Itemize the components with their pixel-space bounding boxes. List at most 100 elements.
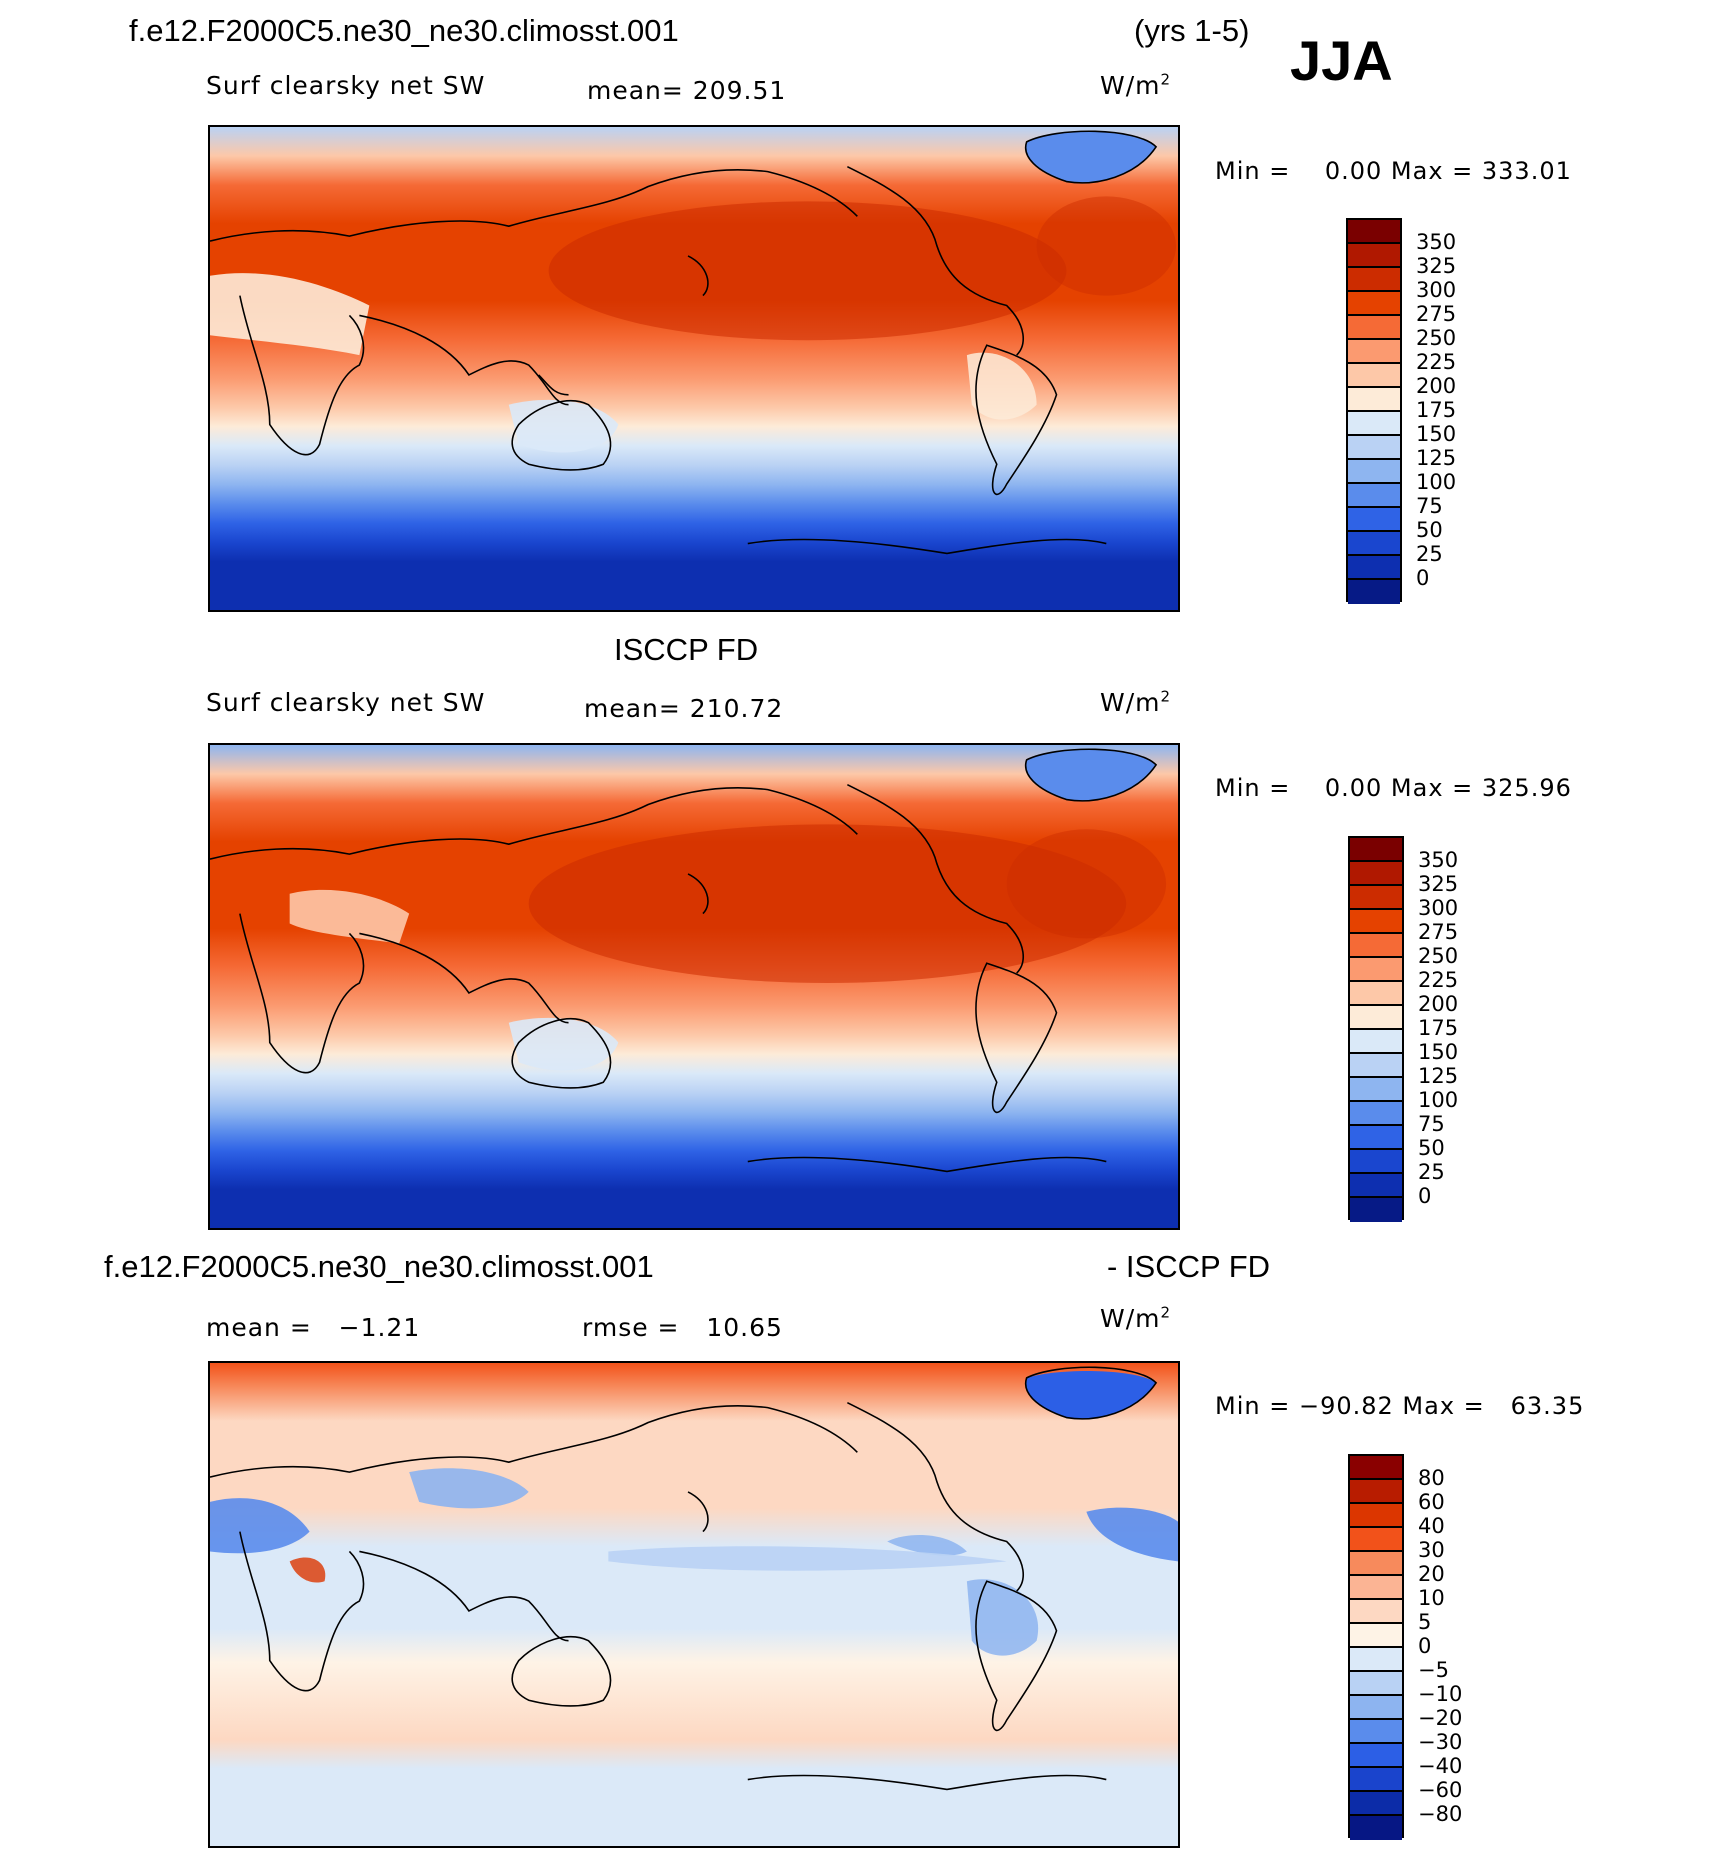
colorbar-swatch [1350,1792,1402,1816]
colorbar-swatch [1350,1198,1402,1222]
colorbar-swatch [1348,364,1400,388]
colorbar-swatch [1350,1030,1402,1054]
colorbar-swatch [1350,1456,1402,1480]
colorbar-swatch [1350,1672,1402,1696]
colorbar-swatch [1350,1600,1402,1624]
panel3-units: W/m2 [1100,1303,1172,1333]
colorbar-swatch [1350,910,1402,934]
colorbar-tick-label: −10 [1418,1682,1463,1706]
panel3-rmse-label: rmse = 10.65 [582,1313,783,1342]
panel1-variable-label: Surf clearsky net SW [206,71,486,100]
panel3-map-field [210,1363,1178,1846]
colorbar-tick-label: 300 [1416,278,1457,302]
colorbar-tick-label: 150 [1416,422,1457,446]
colorbar-swatch [1348,484,1400,508]
colorbar-tick-label: 80 [1418,1466,1445,1490]
panel1-map [208,125,1180,612]
colorbar-swatch [1350,1744,1402,1768]
colorbar-swatch [1350,1720,1402,1744]
colorbar-swatch [1348,508,1400,532]
colorbar-swatch [1350,1504,1402,1528]
colorbar-swatch [1350,1126,1402,1150]
colorbar-tick-label: 175 [1418,1016,1459,1040]
colorbar-swatch [1348,340,1400,364]
panel3-map [208,1361,1180,1848]
colorbar-swatch [1350,1816,1402,1840]
colorbar-swatch [1348,460,1400,484]
colorbar-tick-label: 100 [1416,470,1457,494]
colorbar-tick-label: 40 [1418,1514,1445,1538]
colorbar-tick-label: 150 [1418,1040,1459,1064]
colorbar-tick-label: 225 [1416,350,1457,374]
colorbar-swatch [1350,862,1402,886]
colorbar-tick-label: 250 [1416,326,1457,350]
colorbar-tick-label: 30 [1418,1538,1445,1562]
panel3-minmax: Min = −90.82 Max = 63.35 [1215,1392,1585,1420]
colorbar-tick-label: 0 [1418,1634,1432,1658]
colorbar-swatch [1348,436,1400,460]
colorbar-swatch [1350,1552,1402,1576]
colorbar-tick-label: 50 [1416,518,1443,542]
colorbar-swatch [1348,388,1400,412]
colorbar-swatch [1350,1624,1402,1648]
colorbar-swatch [1350,886,1402,910]
season-label: JJA [1290,29,1393,92]
colorbar-tick-label: 20 [1418,1562,1445,1586]
colorbar-swatch [1350,1768,1402,1792]
panel2-map [208,743,1180,1230]
panel1-minmax: Min = 0.00 Max = 333.01 [1215,157,1572,185]
colorbar-swatch [1350,1102,1402,1126]
colorbar-tick-label: 0 [1416,566,1430,590]
colorbar-swatch [1348,220,1400,244]
colorbar-tick-label: 325 [1418,872,1459,896]
colorbar-tick-label: −80 [1418,1802,1463,1826]
colorbar-tick-label: −30 [1418,1730,1463,1754]
colorbar-swatch [1348,244,1400,268]
colorbar-swatch [1348,412,1400,436]
panel1-mean-label: mean= 209.51 [587,76,787,105]
colorbar-tick-label: −5 [1418,1658,1449,1682]
panel2-title: ISCCP FD [614,632,759,667]
panel3-title: f.e12.F2000C5.ne30_ne30.climosst.001 [104,1249,654,1284]
panel3-title-right: - ISCCP FD [1107,1249,1271,1284]
years-label: (yrs 1-5) [1134,13,1250,48]
colorbar-tick-label: 350 [1416,230,1457,254]
colorbar-tick-label: 275 [1418,920,1459,944]
colorbar-tick-label: −40 [1418,1754,1463,1778]
colorbar-tick-label: 300 [1418,896,1459,920]
panel1-map-field [210,127,1178,610]
colorbar-swatch [1348,316,1400,340]
colorbar-tick-label: 125 [1416,446,1457,470]
colorbar-tick-label: 125 [1418,1064,1459,1088]
colorbar-tick-label: 75 [1416,494,1443,518]
colorbar-swatch [1350,1576,1402,1600]
colorbar-tick-label: 325 [1416,254,1457,278]
colorbar-swatch [1350,1648,1402,1672]
colorbar-swatch [1348,532,1400,556]
panel2-map-field [210,745,1178,1228]
panel2-units: W/m2 [1100,687,1172,717]
colorbar-swatch [1350,1528,1402,1552]
colorbar-swatch [1350,1006,1402,1030]
colorbar-swatch [1350,982,1402,1006]
panel2-variable-label: Surf clearsky net SW [206,688,486,717]
colorbar-tick-label: 225 [1418,968,1459,992]
colorbar-tick-label: 10 [1418,1586,1445,1610]
colorbar-tick-label: 75 [1418,1112,1445,1136]
colorbar-swatch [1348,580,1400,604]
panel2-colorbar [1348,836,1404,1222]
colorbar-swatch [1350,1150,1402,1174]
colorbar-tick-label: −60 [1418,1778,1463,1802]
colorbar-tick-label: −20 [1418,1706,1463,1730]
colorbar-tick-label: 250 [1418,944,1459,968]
colorbar-tick-label: 25 [1416,542,1443,566]
panel2-mean-label: mean= 210.72 [584,694,784,723]
colorbar-swatch [1350,958,1402,982]
colorbar-swatch [1350,1480,1402,1504]
panel2-minmax: Min = 0.00 Max = 325.96 [1215,774,1572,802]
colorbar-swatch [1348,292,1400,316]
colorbar-tick-label: 100 [1418,1088,1459,1112]
colorbar-tick-label: 200 [1418,992,1459,1016]
panel3-colorbar [1348,1454,1404,1840]
panel3-mean-label: mean = −1.21 [206,1313,421,1342]
